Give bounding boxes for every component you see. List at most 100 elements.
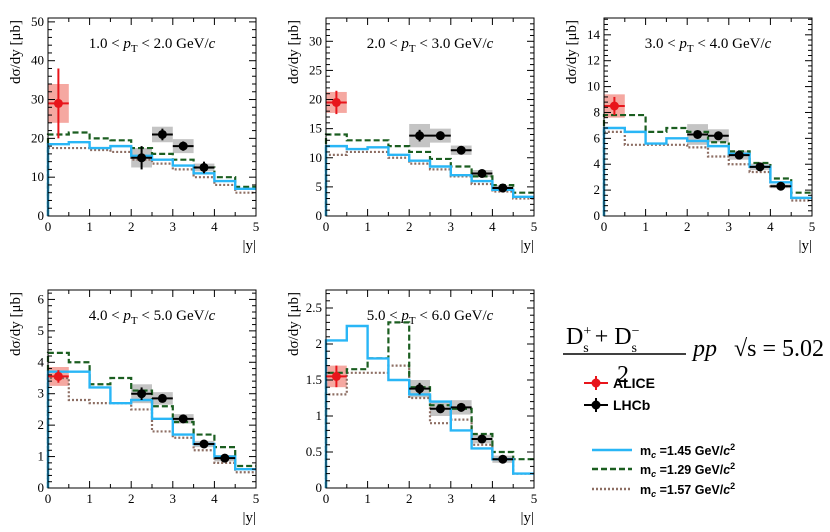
y-axis-label: dσ/dy [μb] [286,292,302,356]
y-tick-label: 4 [594,156,601,171]
lhcb-point [430,131,451,141]
lhcb-point-marker [137,153,147,163]
x-tick-label: 2 [406,491,413,506]
model-curve-2 [324,321,534,488]
y-tick-label: 0 [316,208,323,223]
legend-sqrt-s: √s = 5.02 TeV [734,336,830,362]
x-tick-label: 3 [448,219,455,234]
lhcb-point [152,128,173,141]
lhcb-point-marker [178,141,188,151]
x-tick-label: 5 [809,219,816,234]
pt-range-label: 5.0 < pT < 6.0 GeV/c [367,308,494,327]
x-tick-label: 4 [489,491,496,506]
x-tick-label: 2 [128,219,135,234]
legend-model1-label: mc =1.45 GeV/c2 [640,442,735,460]
legend-model3-label: mc =1.57 GeV/c2 [640,481,735,499]
y-tick-label: 20 [309,92,322,107]
pt-range-label: 2.0 < pT < 3.0 GeV/c [367,36,494,55]
lhcb-point [471,168,493,178]
lhcb-point-marker [435,404,445,414]
x-tick-label: 5 [531,491,538,506]
alice-point-marker [53,98,63,108]
x-tick-label: 4 [211,491,218,506]
lhcb-point-marker [157,129,167,139]
lhcb-point-marker [435,131,445,141]
y-tick-label: 30 [309,33,322,48]
y-tick-label: 10 [309,150,322,165]
panel-2: 0 1 2 3 4 5 0 5 10 15 20 25 30 dσ/dy [μb] |y| 2.0 < pT … [286,17,537,254]
alice-point [326,90,347,115]
lhcb-point-marker [755,162,765,172]
legend: D+s + D−s 2 pp √s = 5.02 TeV ALICE LHCb … [563,324,830,499]
legend-alice-marker [584,376,608,390]
lhcb-point [728,150,750,160]
y-tick-label: 0 [594,208,601,223]
lhcb-point-marker [498,183,508,193]
lhcb-point [172,141,194,151]
lhcb-point [430,404,451,414]
x-axis-label: |y| [520,238,534,254]
lhcb-point [409,382,430,395]
x-tick-label: 4 [489,219,496,234]
y-tick-label: 15 [309,121,322,136]
model-curve-2 [46,131,256,216]
y-tick-label: 3 [38,386,45,401]
x-tick-label: 2 [406,219,413,234]
x-axis-label: |y| [798,238,812,254]
lhcb-point [193,161,215,174]
alice-point-marker [53,371,63,381]
lhcb-point-marker [157,393,167,403]
y-tick-label: 0 [316,480,323,495]
x-tick-label: 3 [170,491,177,506]
y-tick-label: 1 [316,408,323,423]
x-axis-label: |y| [520,510,534,526]
pt-range-label: 1.0 < pT < 2.0 GeV/c [89,36,216,55]
legend-model2-label: mc =1.29 GeV/c2 [640,461,735,479]
y-axis-label: dσ/dy [μb] [8,292,24,356]
lhcb-point [492,183,514,193]
lhcb-point-marker [477,168,487,178]
legend-formula-num: D+ s + D− s [566,324,640,356]
lhcb-point [193,439,215,449]
y-tick-label: 2 [38,417,45,432]
x-tick-label: 0 [323,219,330,234]
lhcb-point-marker [415,131,425,141]
y-tick-label: 50 [31,14,44,29]
alice-point [326,365,347,388]
lhcb-point-marker [415,384,425,394]
model-curve-1 [46,141,256,216]
y-tick-label: 2 [594,182,601,197]
y-tick-label: 5 [38,323,45,338]
y-tick-label: 1.5 [306,372,322,387]
x-tick-label: 0 [323,491,330,506]
y-tick-label: 20 [31,130,44,145]
x-tick-label: 5 [253,219,260,234]
lhcb-point [172,414,194,424]
y-tick-label: 10 [31,169,44,184]
x-axis-label: |y| [242,238,256,254]
lhcb-point [131,146,152,170]
x-tick-label: 1 [86,491,93,506]
lhcb-point [708,131,729,141]
legend-lhcb-marker [584,398,608,412]
legend-pp: pp [691,336,717,362]
x-tick-label: 4 [767,219,774,234]
y-tick-label: 8 [594,104,601,119]
lhcb-point-marker [220,453,230,463]
lhcb-point-marker [456,145,466,155]
y-tick-label: 0 [38,208,45,223]
x-tick-label: 1 [364,219,371,234]
x-tick-label: 2 [684,219,691,234]
model-curve-1 [46,370,256,488]
y-tick-label: 14 [587,27,601,42]
y-axis-label: dσ/dy [μb] [8,20,24,84]
y-tick-label: 25 [309,62,322,77]
lhcb-point [450,402,472,412]
x-tick-label: 3 [726,219,733,234]
lhcb-point-marker [498,454,508,464]
model-curve-1 [602,126,812,216]
y-tick-label: 12 [587,53,600,68]
